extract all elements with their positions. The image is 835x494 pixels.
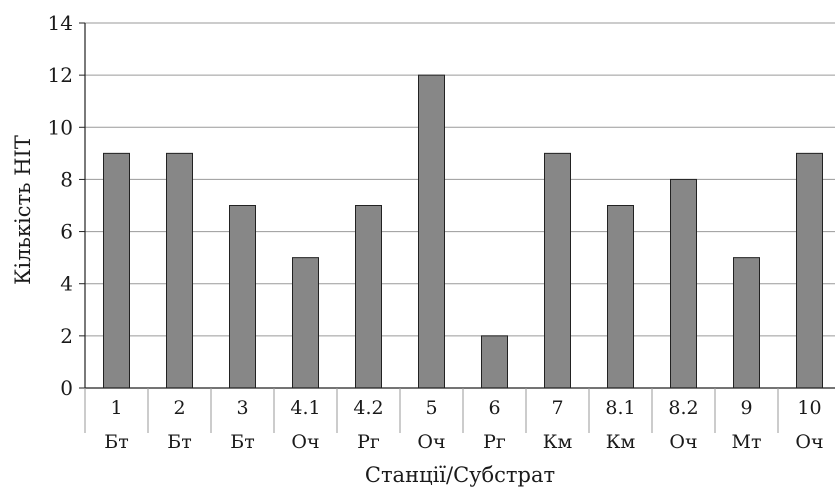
- y-tick-label: 0: [60, 376, 73, 400]
- substrate-label: Оч: [417, 431, 445, 453]
- substrate-label: Оч: [795, 431, 823, 453]
- bar: [544, 152, 571, 389]
- y-tick-label: 6: [60, 220, 73, 244]
- bar: [103, 152, 130, 389]
- y-tick-label: 12: [48, 63, 73, 87]
- bar: [796, 152, 823, 389]
- bar: [355, 205, 382, 389]
- x-tick-label: 2: [173, 397, 185, 419]
- substrate-label: Мт: [732, 431, 762, 453]
- grid-lines: [85, 22, 835, 337]
- bar: [418, 74, 445, 389]
- substrate-label: Рг: [483, 431, 506, 453]
- x-tick-label: 6: [488, 397, 500, 419]
- y-tick-label: 10: [48, 115, 73, 139]
- bar: [607, 205, 634, 389]
- x-tick-label: 4.2: [353, 397, 383, 419]
- x-tick-label: 8.2: [668, 397, 698, 419]
- y-tick-labels: 0 2 4 6 8 10 12 14: [48, 11, 73, 400]
- x-tick-label: 4.1: [290, 397, 320, 419]
- bar: [481, 335, 508, 389]
- y-tick-label: 8: [60, 167, 73, 191]
- axes: [79, 22, 835, 433]
- x-tick-label: 10: [797, 397, 821, 419]
- bar: [670, 178, 697, 389]
- substrate-label: Бт: [104, 431, 128, 453]
- substrate-label: Бт: [230, 431, 254, 453]
- x-tick-label: 9: [740, 397, 752, 419]
- substrate-label: Км: [543, 431, 573, 453]
- x-tick-label: 1: [110, 397, 122, 419]
- bar: [166, 152, 193, 389]
- y-tick-label: 4: [60, 272, 73, 296]
- bar: [292, 257, 319, 389]
- x-tick-label: 8.1: [605, 397, 635, 419]
- substrate-label: Бт: [167, 431, 191, 453]
- x-tick-label: 7: [551, 397, 563, 419]
- bars: [103, 74, 823, 389]
- substrate-label: Оч: [291, 431, 319, 453]
- x-tick-label: 5: [425, 397, 437, 419]
- y-tick-label: 14: [48, 11, 73, 35]
- bar: [733, 257, 760, 389]
- y-tick-label: 2: [60, 324, 73, 348]
- x-tick-label: 3: [236, 397, 248, 419]
- bar: [229, 205, 256, 389]
- y-axis-title: Кількість НІТ: [11, 135, 35, 285]
- substrate-label: Рг: [357, 431, 380, 453]
- substrate-label: Оч: [669, 431, 697, 453]
- x-tick-labels: 1 Бт 2 Бт 3 Бт 4.1 Оч 4.2 Рг 5 Оч 6 Рг 7 Км 8.1 Км 8.2 Оч 9 М…: [104, 397, 823, 453]
- x-axis-title: Станції/Субстрат: [365, 463, 555, 487]
- substrate-label: Км: [606, 431, 636, 453]
